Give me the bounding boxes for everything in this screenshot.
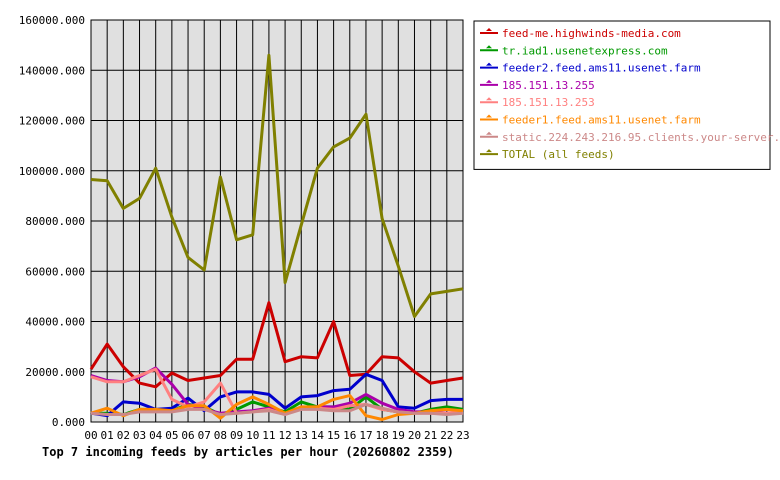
legend-box (473, 20, 771, 170)
legend-label: static.224.243.216.95.clients.your-serve… (502, 131, 780, 144)
y-tick-label: 40000.000 (25, 316, 85, 329)
plot-area (90, 19, 464, 423)
legend-marker (486, 62, 492, 66)
legend-marker (486, 149, 492, 153)
y-tick-label: 80000.000 (25, 215, 85, 228)
x-tick-label: 14 (311, 429, 325, 442)
series-lines (89, 53, 464, 421)
legend-label: 185.151.13.253 (502, 96, 595, 109)
x-tick-label: 05 (165, 429, 178, 442)
y-tick-label: 140000.000 (19, 64, 85, 77)
x-tick-label: 07 (198, 429, 211, 442)
x-tick-label: 03 (133, 429, 146, 442)
chart-title: Top 7 incoming feeds by articles per hou… (42, 445, 454, 459)
x-tick-label: 06 (181, 429, 194, 442)
legend-label: tr.iad1.usenetexpress.com (502, 44, 668, 57)
y-tick-label: 160000.000 (19, 14, 85, 27)
x-tick-label: 22 (440, 429, 453, 442)
legend-marker (486, 114, 492, 118)
y-tick-label: 20000.000 (25, 366, 85, 379)
y-tick-label: 60000.000 (25, 265, 85, 278)
x-tick-label: 20 (408, 429, 421, 442)
series-line-7 (90, 53, 464, 318)
series-line-0 (89, 301, 464, 389)
y-tick-label: 120000.000 (19, 115, 85, 128)
legend-label: feeder2.feed.ams11.usenet.farm (502, 62, 701, 75)
legend: feed-me.highwinds-media.com tr.iad1.usene… (473, 20, 780, 170)
x-tick-label: 18 (376, 429, 389, 442)
x-tick-label: 08 (214, 429, 227, 442)
y-tick-label: 100000.000 (19, 165, 85, 178)
x-tick-label: 13 (295, 429, 308, 442)
x-tick-label: 19 (392, 429, 405, 442)
x-tick-label: 02 (117, 429, 130, 442)
x-tick-label: 04 (149, 429, 163, 442)
legend-marker (486, 79, 492, 83)
y-tick-label: 0.000 (52, 416, 85, 429)
legend-marker (486, 45, 492, 49)
legend-marker (486, 131, 492, 135)
series-line-6 (90, 402, 464, 416)
x-tick-label: 21 (424, 429, 437, 442)
plot-border (90, 19, 464, 423)
legend-marker (486, 28, 492, 31)
x-tick-label: 12 (278, 429, 291, 442)
x-tick-label: 00 (84, 429, 97, 442)
x-axis: 00 01 02 03 04 05 06 07 08 09 10 11 12 13 14 15 16 17 18 19… (84, 429, 469, 442)
x-tick-label: 17 (359, 429, 372, 442)
x-tick-label: 16 (343, 429, 356, 442)
legend-label: 185.151.13.255 (502, 79, 595, 92)
x-tick-label: 15 (327, 429, 340, 442)
legend-label: feed-me.highwinds-media.com (502, 27, 681, 40)
legend-marker (486, 97, 492, 101)
x-tick-label: 10 (246, 429, 259, 442)
x-tick-label: 23 (456, 429, 469, 442)
series-line-5 (90, 394, 464, 421)
legend-label: feeder1.feed.ams11.usenet.farm (502, 114, 701, 127)
y-axis: 0.000 20000.000 40000.000 60000.000 80000.00… (19, 14, 85, 429)
legend-label: TOTAL (all feeds) (502, 148, 615, 161)
x-tick-label: 01 (101, 429, 114, 442)
x-tick-label: 09 (230, 429, 243, 442)
x-tick-label: 11 (262, 429, 275, 442)
